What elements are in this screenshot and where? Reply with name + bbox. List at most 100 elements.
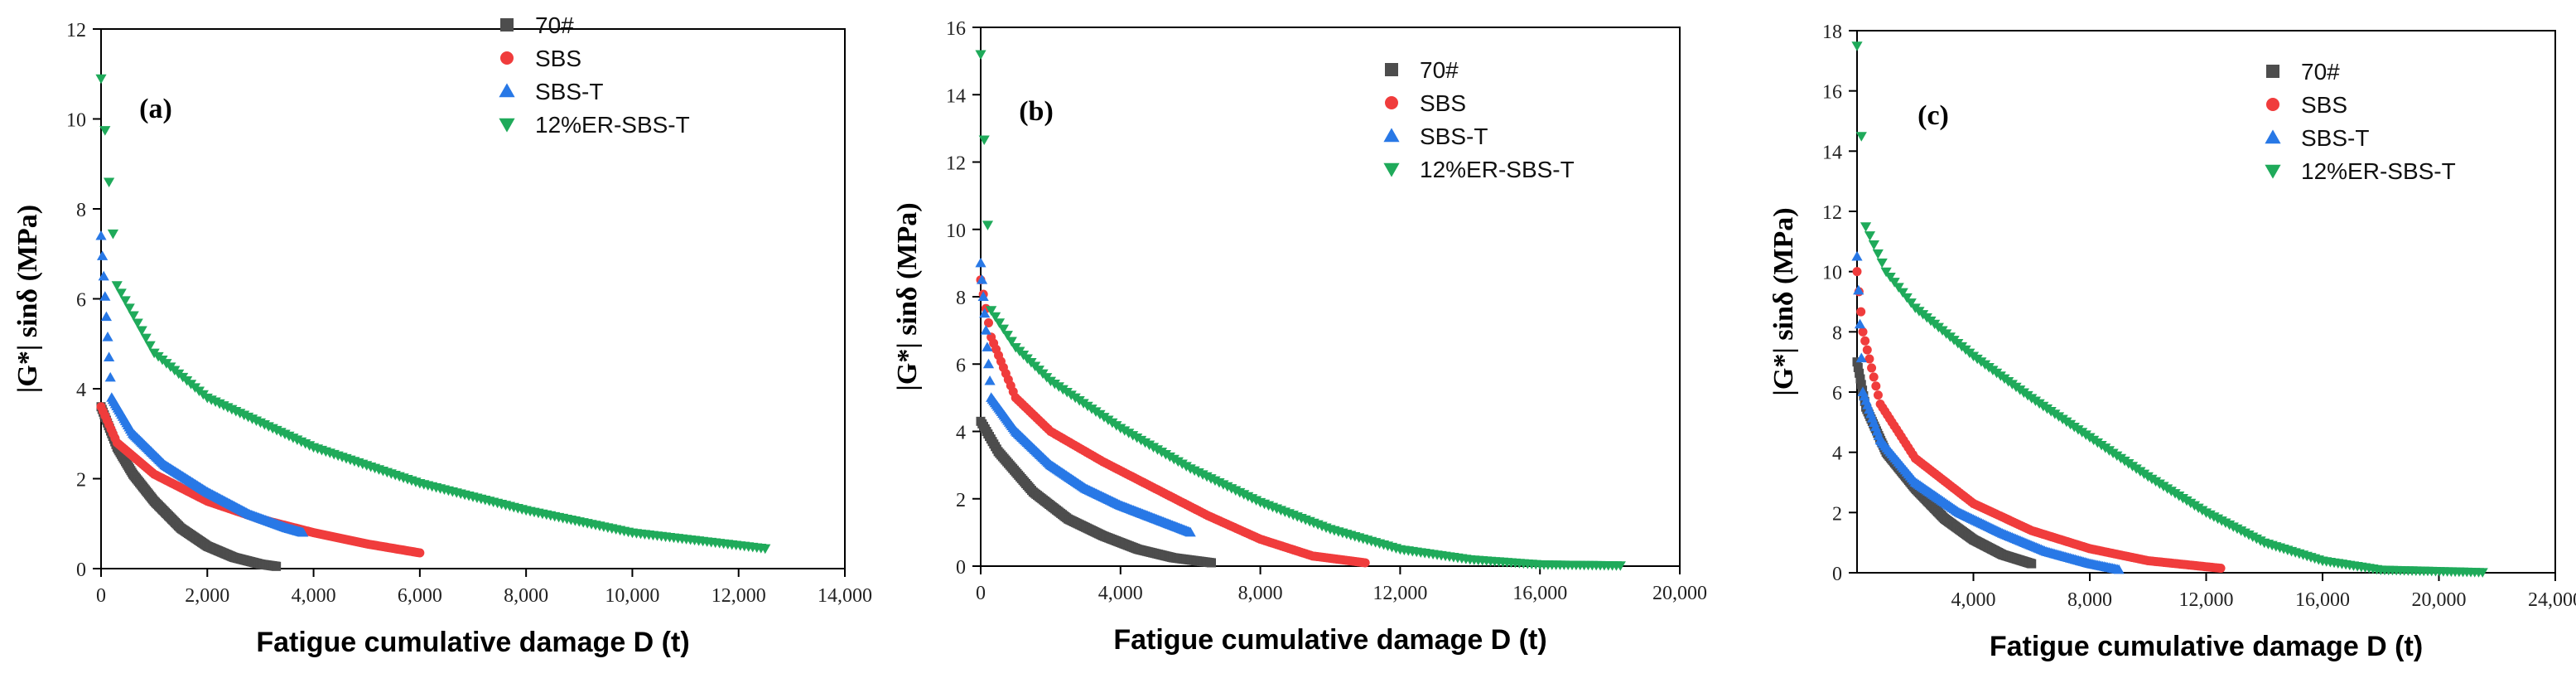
series-SBS-T — [95, 230, 309, 537]
legend-label: 70# — [535, 12, 574, 38]
x-tick-label: 24,000 — [2528, 589, 2576, 611]
data-point — [144, 341, 156, 351]
data-point — [982, 342, 993, 351]
x-tick-label: 4,000 — [1951, 589, 1996, 611]
data-point — [1860, 336, 1870, 346]
data-point — [1860, 222, 1872, 232]
data-point — [2477, 568, 2488, 578]
data-point — [297, 527, 309, 537]
y-tick-label: 4 — [956, 423, 966, 444]
data-point — [1207, 558, 1217, 568]
data-point — [1855, 132, 1867, 142]
data-point — [98, 270, 109, 281]
data-point — [104, 351, 115, 361]
legend-marker — [1385, 96, 1398, 109]
data-point — [1893, 283, 1904, 293]
data-point — [1184, 526, 1196, 537]
data-point — [104, 177, 115, 188]
data-point — [136, 326, 147, 337]
chart-panel-2: 0 4,000 8,000 12,000 16,000 20,000 0 2 4 6 8 10 12 14… — [892, 18, 1707, 656]
data-point — [1905, 298, 1917, 308]
data-point — [1889, 278, 1900, 288]
data-point — [984, 375, 996, 385]
data-point — [977, 291, 989, 301]
legend-label: SBS — [1420, 90, 1466, 116]
data-point — [976, 274, 988, 284]
data-point — [2216, 564, 2226, 574]
x-tick-label: 16,000 — [2295, 589, 2350, 611]
data-point — [2027, 559, 2037, 569]
legend-label: SBS — [535, 46, 581, 71]
data-point — [119, 296, 131, 306]
data-point — [975, 257, 987, 268]
data-point — [1851, 41, 1863, 51]
x-tick-label: 4,000 — [292, 585, 336, 607]
x-tick-label: 0 — [96, 585, 106, 607]
y-tick-label: 0 — [76, 559, 86, 581]
y-tick-label: 4 — [76, 380, 86, 401]
y-tick-label: 16 — [1822, 82, 1842, 104]
y-tick-label: 2 — [1832, 503, 1842, 525]
data-point — [1851, 250, 1863, 261]
chart-panel-3: 4,000 8,000 12,000 16,000 20,000 24,000 0 2 4 6 8 1… — [1768, 22, 2576, 662]
data-point — [1884, 272, 1896, 283]
series-12%ER-SBS-T — [95, 74, 771, 555]
y-tick-label: 14 — [946, 85, 966, 107]
data-point — [1876, 258, 1888, 269]
legend-label: 12%ER-SBS-T — [2301, 158, 2456, 184]
data-point — [111, 281, 123, 291]
x-axis-title: Fatigue cumulative damage D (t) — [256, 627, 689, 658]
data-point — [982, 220, 994, 230]
data-point — [1856, 380, 1866, 390]
x-tick-label: 8,000 — [2067, 589, 2112, 611]
y-tick-label: 10 — [66, 110, 86, 132]
data-point — [1006, 337, 1017, 347]
data-point — [272, 561, 282, 571]
data-point — [978, 135, 990, 146]
data-point — [1855, 374, 1865, 384]
legend-marker — [500, 18, 514, 31]
legend-marker — [500, 51, 514, 65]
panel-label: (c) — [1918, 100, 1949, 131]
legend-marker — [2265, 164, 2281, 179]
data-point — [415, 548, 425, 558]
x-tick-label: 0 — [976, 583, 986, 604]
data-point — [123, 303, 135, 313]
x-tick-label: 20,000 — [2412, 589, 2467, 611]
data-point — [760, 544, 771, 555]
legend-marker — [2265, 129, 2281, 144]
series-SBS-T — [975, 257, 1196, 537]
y-tick-label: 6 — [956, 355, 966, 376]
data-point — [1862, 345, 1872, 355]
data-point — [2113, 564, 2125, 574]
legend-label: SBS-T — [535, 79, 603, 104]
plot-frame — [100, 28, 846, 569]
panel-label: (b) — [1019, 96, 1054, 127]
data-point — [1873, 390, 1883, 400]
data-point — [1855, 352, 1867, 363]
data-point — [95, 74, 107, 85]
y-axis-title: |G*| sinδ (MPa) — [12, 205, 43, 393]
series-70# — [976, 416, 1217, 568]
data-point — [1852, 267, 1862, 277]
x-tick-label: 12,000 — [1372, 583, 1427, 604]
x-tick-label: 10,000 — [605, 585, 659, 607]
data-point — [993, 318, 1006, 328]
legend-label: SBS-T — [2301, 125, 2369, 151]
x-axis-title: Fatigue cumulative damage D (t) — [1113, 624, 1546, 656]
data-point — [140, 333, 152, 344]
y-tick-label: 14 — [1822, 142, 1842, 163]
y-tick-label: 6 — [1832, 383, 1842, 404]
data-point — [1853, 362, 1863, 372]
legend-marker — [499, 118, 515, 133]
data-point — [1855, 368, 1864, 378]
y-tick-label: 10 — [946, 220, 966, 242]
data-point — [99, 291, 111, 301]
legend-label: 70# — [1420, 57, 1459, 83]
data-point — [983, 317, 993, 327]
y-tick-label: 8 — [956, 288, 966, 309]
legend-marker — [499, 83, 515, 98]
data-point — [102, 332, 113, 342]
series-SBS-T — [1851, 250, 2125, 574]
